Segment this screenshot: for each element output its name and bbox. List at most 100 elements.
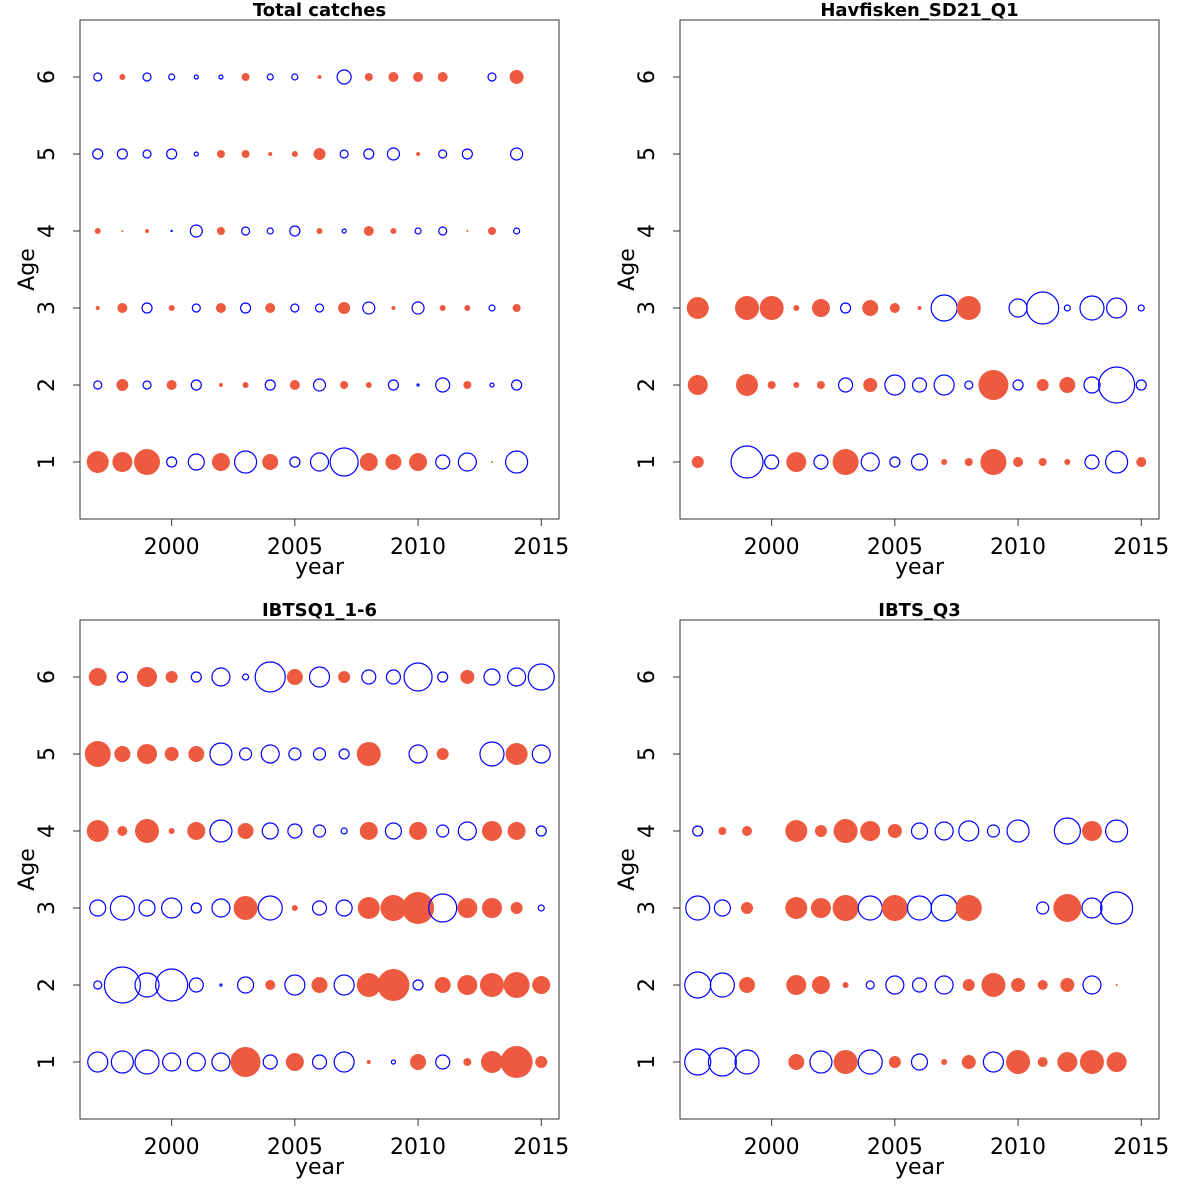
bubble [1136,457,1147,468]
bubble [917,306,922,311]
bubble [810,898,831,919]
bubble [377,969,410,1002]
bubble [730,445,764,479]
bubble [489,382,495,388]
bubble [233,896,258,921]
bubble [402,892,435,925]
bubble [403,662,433,692]
bubble [930,894,958,922]
bubble [1105,450,1129,474]
bubble [254,661,286,693]
x-tick-label: 2010 [390,535,446,560]
bubble [483,668,501,686]
bubble [168,73,176,81]
bubble [911,377,928,393]
bubble [340,827,348,835]
bubble [317,74,322,79]
bubble [1011,978,1026,993]
bubble [84,740,111,767]
bubble [380,895,407,922]
bubble [264,379,276,391]
bubble [956,296,981,321]
bubble [691,456,704,469]
bubble [910,822,929,840]
bubble [311,1054,328,1070]
bubble [537,904,545,912]
bubble [1079,295,1105,321]
bubble [119,73,126,80]
bubble [233,450,258,474]
bubble [911,977,928,993]
y-tick-label: 3 [635,301,660,315]
bubble [436,747,449,760]
panel-title: Havfisken_SD21_Q1 [820,0,1018,21]
bubble [92,148,104,160]
bubble [261,822,279,840]
x-tick-label: 2015 [1113,535,1169,560]
bubble [390,1059,397,1065]
y-tick-label: 4 [635,224,660,238]
bubble [341,228,347,234]
bubble [735,296,760,321]
bubble [329,447,359,477]
bubble [285,1053,304,1072]
y-tick-label: 5 [635,747,660,761]
bubble [114,745,131,762]
y-tick-label: 2 [35,978,60,992]
bubble [964,380,974,390]
bubble [412,979,424,991]
y-tick-label: 1 [35,1055,60,1069]
bubble [428,893,458,923]
bubble [289,380,300,391]
bubble [487,72,497,82]
bubble [512,304,521,313]
bubble [930,294,958,322]
bubble [410,1054,427,1071]
bubble [507,667,527,687]
bubble [238,747,253,761]
x-tick-label: 2005 [867,1135,923,1160]
bubble [734,1049,760,1075]
bubble [741,902,754,915]
bubble [314,303,325,313]
bubble [209,742,233,766]
y-tick-label: 1 [635,1055,660,1069]
bubble [684,1048,712,1076]
bubble [356,973,381,998]
bubble [463,381,472,390]
bubble [116,148,128,160]
y-axis-label: Age [15,248,40,291]
bubble [117,303,128,314]
bubble [1064,459,1071,466]
bubble [833,1050,858,1075]
bubble [510,902,523,915]
bubble [510,147,524,161]
bubble [262,454,279,471]
bubble [910,453,929,471]
bubble [1137,304,1145,312]
bubble [385,669,402,685]
bubble [1008,298,1028,318]
x-tick-label: 2005 [267,1135,323,1160]
bubble [291,73,299,81]
y-tick-label: 5 [635,147,660,161]
bubble [242,382,249,389]
bubble [736,374,759,397]
bubble [439,305,446,312]
y-tick-label: 5 [35,147,60,161]
bubble [333,1051,355,1073]
bubble [141,302,153,314]
bubble [230,1047,261,1078]
bubble [359,453,378,472]
bubble [413,71,424,82]
bubble [409,453,428,472]
bubble [978,370,1009,401]
bubble [142,380,152,390]
bubble [216,149,225,158]
bubble [500,1046,533,1079]
bubble [112,452,133,473]
y-tick-label: 4 [635,824,660,838]
bubble [312,747,327,761]
bubble [266,73,274,81]
